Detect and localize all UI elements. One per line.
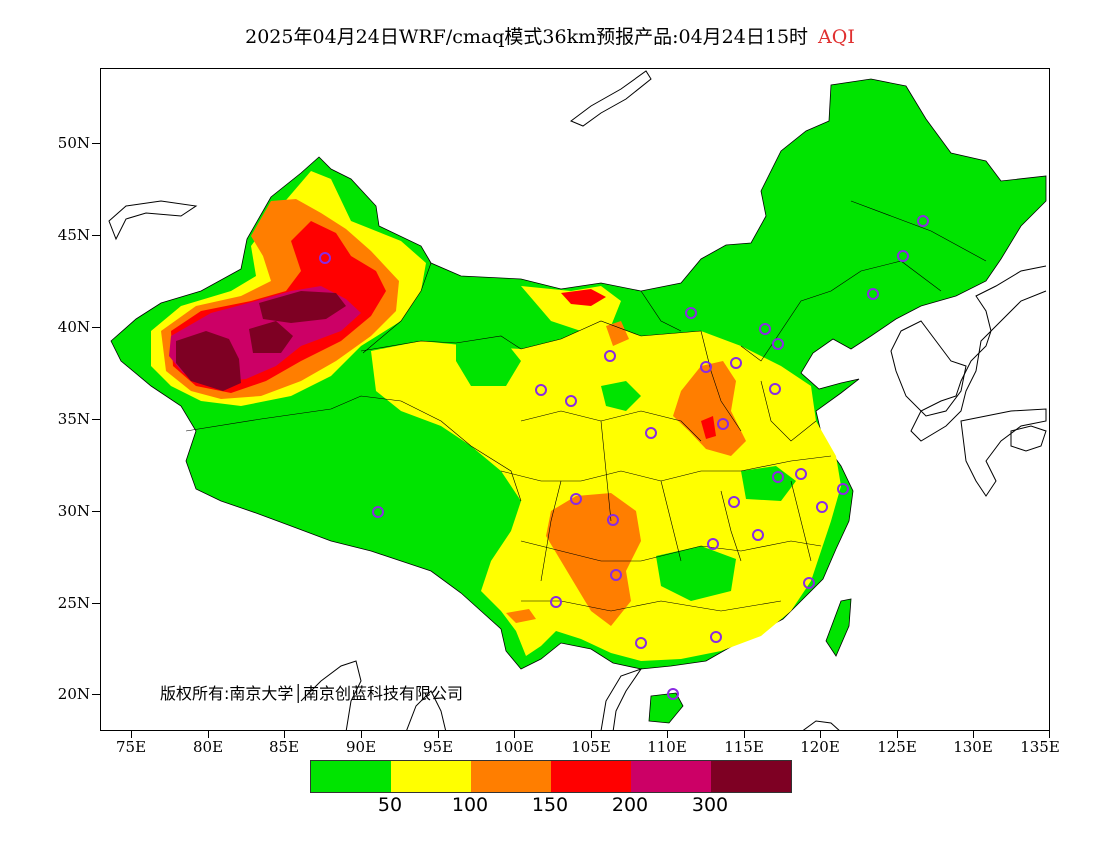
lon-label-80e: 80E (192, 738, 224, 756)
region-usg-small-1 (606, 321, 629, 346)
title-text: 2025年04月24日WRF/cmaq模式36km预报产品:04月24日15时 (245, 26, 809, 48)
legend-label-200: 200 (611, 794, 649, 816)
lon-label-100e: 100E (494, 738, 534, 756)
region-unhealthy-henan (701, 416, 716, 439)
region-hainan (648, 692, 684, 724)
legend-swatch-moderate (391, 761, 471, 792)
region-good-inner-2 (656, 546, 736, 601)
lon-tick (973, 731, 974, 738)
aqi-legend (310, 760, 792, 793)
station-markers (319, 215, 929, 700)
lon-tick (667, 731, 668, 738)
region-hazardous-2 (259, 291, 346, 323)
lon-label-90e: 90E (345, 738, 377, 756)
lon-label-130e: 130E (953, 738, 993, 756)
region-good-inner-1 (456, 336, 521, 386)
lon-label-125e: 125E (877, 738, 917, 756)
region-usg-henan (673, 361, 746, 456)
lon-tick (744, 731, 745, 738)
lat-label-30n: 30N (57, 502, 90, 520)
lat-label-35n: 35N (57, 410, 90, 428)
lat-tick (92, 235, 100, 236)
region-unhealthy-north (561, 289, 606, 306)
legend-swatch-usg (471, 761, 551, 792)
copyright-text: 版权所有:南京大学│南京创蓝科技有限公司 (160, 684, 464, 703)
lat-tick (92, 419, 100, 420)
lon-label-120e: 120E (800, 738, 840, 756)
lat-tick (92, 694, 100, 695)
lon-tick (820, 731, 821, 738)
region-hazardous-1 (176, 331, 241, 391)
map-panel (100, 68, 1050, 731)
lon-tick (591, 731, 592, 738)
legend-swatch-good (311, 761, 391, 792)
legend-swatch-unhealthy (551, 761, 631, 792)
region-good-inner-3 (601, 381, 641, 411)
region-usg-small-2 (506, 609, 536, 623)
lat-tick (92, 143, 100, 144)
legend-swatch-hazardous (711, 761, 791, 792)
lon-tick (438, 731, 439, 738)
lon-tick (131, 731, 132, 738)
lon-label-95e: 95E (422, 738, 454, 756)
lat-label-25n: 25N (57, 594, 90, 612)
lat-label-50n: 50N (57, 134, 90, 152)
map-canvas (108, 70, 1047, 730)
lat-label-45n: 45N (57, 226, 90, 244)
lon-label-75e: 75E (115, 738, 147, 756)
lat-tick (92, 511, 100, 512)
legend-swatch-very-unhealthy (631, 761, 711, 792)
product-name: AQI (818, 26, 855, 48)
lon-label-115e: 115E (724, 738, 764, 756)
legend-label-100: 100 (451, 794, 489, 816)
lon-tick (361, 731, 362, 738)
lat-label-40n: 40N (57, 318, 90, 336)
region-usg-sichuan (546, 493, 641, 626)
lon-label-105e: 105E (571, 738, 611, 756)
neighbor-coastlines (108, 70, 1047, 730)
province-boundaries (185, 200, 987, 612)
lon-tick (514, 731, 515, 738)
legend-label-50: 50 (377, 794, 403, 816)
lon-tick (284, 731, 285, 738)
lat-label-20n: 20N (57, 685, 90, 703)
region-taiwan (825, 598, 852, 657)
lon-tick (1049, 731, 1050, 738)
region-hazardous-3 (249, 321, 293, 353)
legend-label-300: 300 (691, 794, 729, 816)
lat-tick (92, 603, 100, 604)
lat-tick (92, 327, 100, 328)
lon-label-110e: 110E (647, 738, 687, 756)
lon-label-85e: 85E (268, 738, 300, 756)
map-title: 2025年04月24日WRF/cmaq模式36km预报产品:04月24日15时 A… (0, 22, 1100, 49)
lon-label-135e: 135E (1020, 738, 1060, 756)
legend-label-150: 150 (531, 794, 569, 816)
lon-tick (208, 731, 209, 738)
lon-tick (897, 731, 898, 738)
